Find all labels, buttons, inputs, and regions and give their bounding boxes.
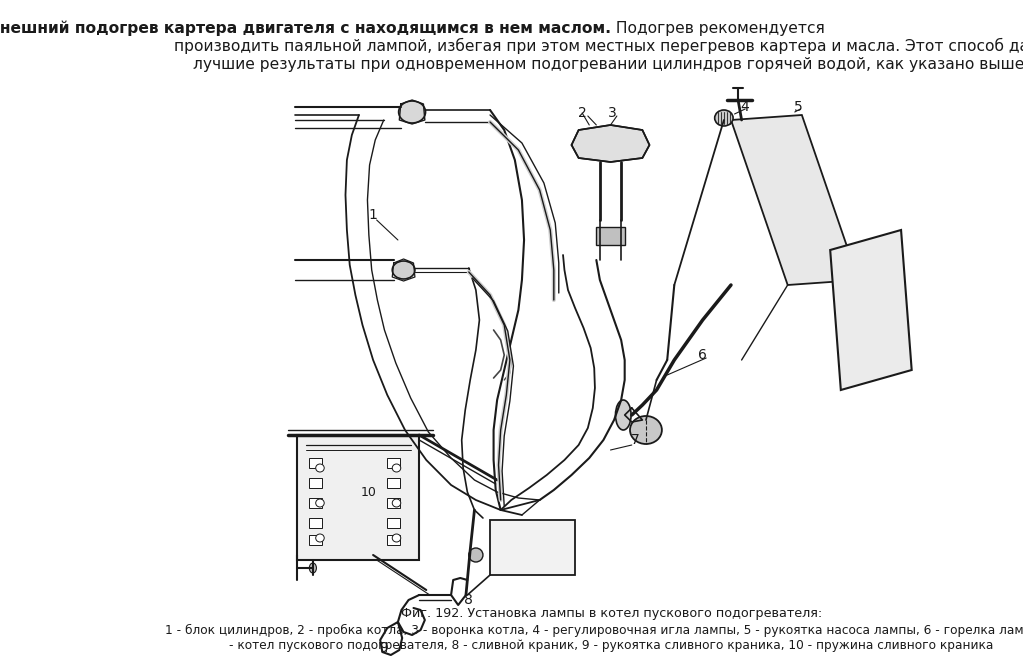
Text: 9: 9 bbox=[380, 641, 388, 655]
Text: 10: 10 bbox=[360, 486, 376, 500]
Bar bbox=[309, 518, 322, 528]
Ellipse shape bbox=[630, 416, 662, 444]
Text: 6: 6 bbox=[699, 348, 707, 362]
Text: 8: 8 bbox=[464, 593, 474, 607]
Ellipse shape bbox=[469, 548, 483, 562]
Bar bbox=[388, 518, 400, 528]
Text: 4: 4 bbox=[741, 100, 750, 114]
Bar bbox=[309, 535, 322, 545]
Text: Подогрев рекомендуется: Подогрев рекомендуется bbox=[611, 20, 826, 36]
Text: 2: 2 bbox=[578, 106, 586, 120]
Bar bbox=[309, 478, 322, 488]
Text: 3. Внешний подогрев картера двигателя с находящимся в нем маслом.: 3. Внешний подогрев картера двигателя с … bbox=[0, 20, 611, 36]
Text: 1: 1 bbox=[368, 208, 377, 222]
Ellipse shape bbox=[399, 101, 426, 123]
Bar bbox=[490, 520, 575, 575]
Text: лучшие результаты при одновременном подогревании цилиндров горячей водой, как ук: лучшие результаты при одновременном подо… bbox=[193, 57, 1023, 71]
Polygon shape bbox=[572, 125, 650, 162]
Ellipse shape bbox=[616, 400, 631, 430]
Bar bbox=[309, 458, 322, 468]
Ellipse shape bbox=[392, 499, 401, 507]
Ellipse shape bbox=[392, 534, 401, 542]
Polygon shape bbox=[731, 115, 858, 285]
Text: - котел пускового подогревателя, 8 - сливной краник, 9 - рукоятка сливного крани: - котел пускового подогревателя, 8 - сли… bbox=[229, 639, 993, 652]
Text: 5: 5 bbox=[794, 100, 803, 114]
Text: Фиг. 192. Установка лампы в котел пускового подогревателя:: Фиг. 192. Установка лампы в котел пусков… bbox=[401, 608, 821, 621]
Ellipse shape bbox=[392, 464, 401, 472]
Ellipse shape bbox=[316, 499, 324, 507]
Text: 7: 7 bbox=[631, 433, 639, 447]
Ellipse shape bbox=[392, 261, 415, 279]
Polygon shape bbox=[831, 230, 911, 390]
Bar bbox=[388, 498, 400, 508]
Text: производить паяльной лампой, избегая при этом местных перегревов картера и масла: производить паяльной лампой, избегая при… bbox=[174, 38, 1023, 54]
Bar bbox=[388, 535, 400, 545]
Text: 1 - блок цилиндров, 2 - пробка котла, 3 - воронка котла, 4 - регулировочная игла: 1 - блок цилиндров, 2 - пробка котла, 3 … bbox=[166, 623, 1023, 637]
Circle shape bbox=[309, 563, 316, 573]
Ellipse shape bbox=[715, 110, 733, 126]
Bar bbox=[388, 478, 400, 488]
Bar bbox=[298, 435, 419, 560]
Ellipse shape bbox=[316, 534, 324, 542]
Bar bbox=[309, 498, 322, 508]
Text: 3: 3 bbox=[609, 106, 617, 120]
Bar bbox=[388, 458, 400, 468]
Bar bbox=[596, 227, 625, 245]
Ellipse shape bbox=[316, 464, 324, 472]
